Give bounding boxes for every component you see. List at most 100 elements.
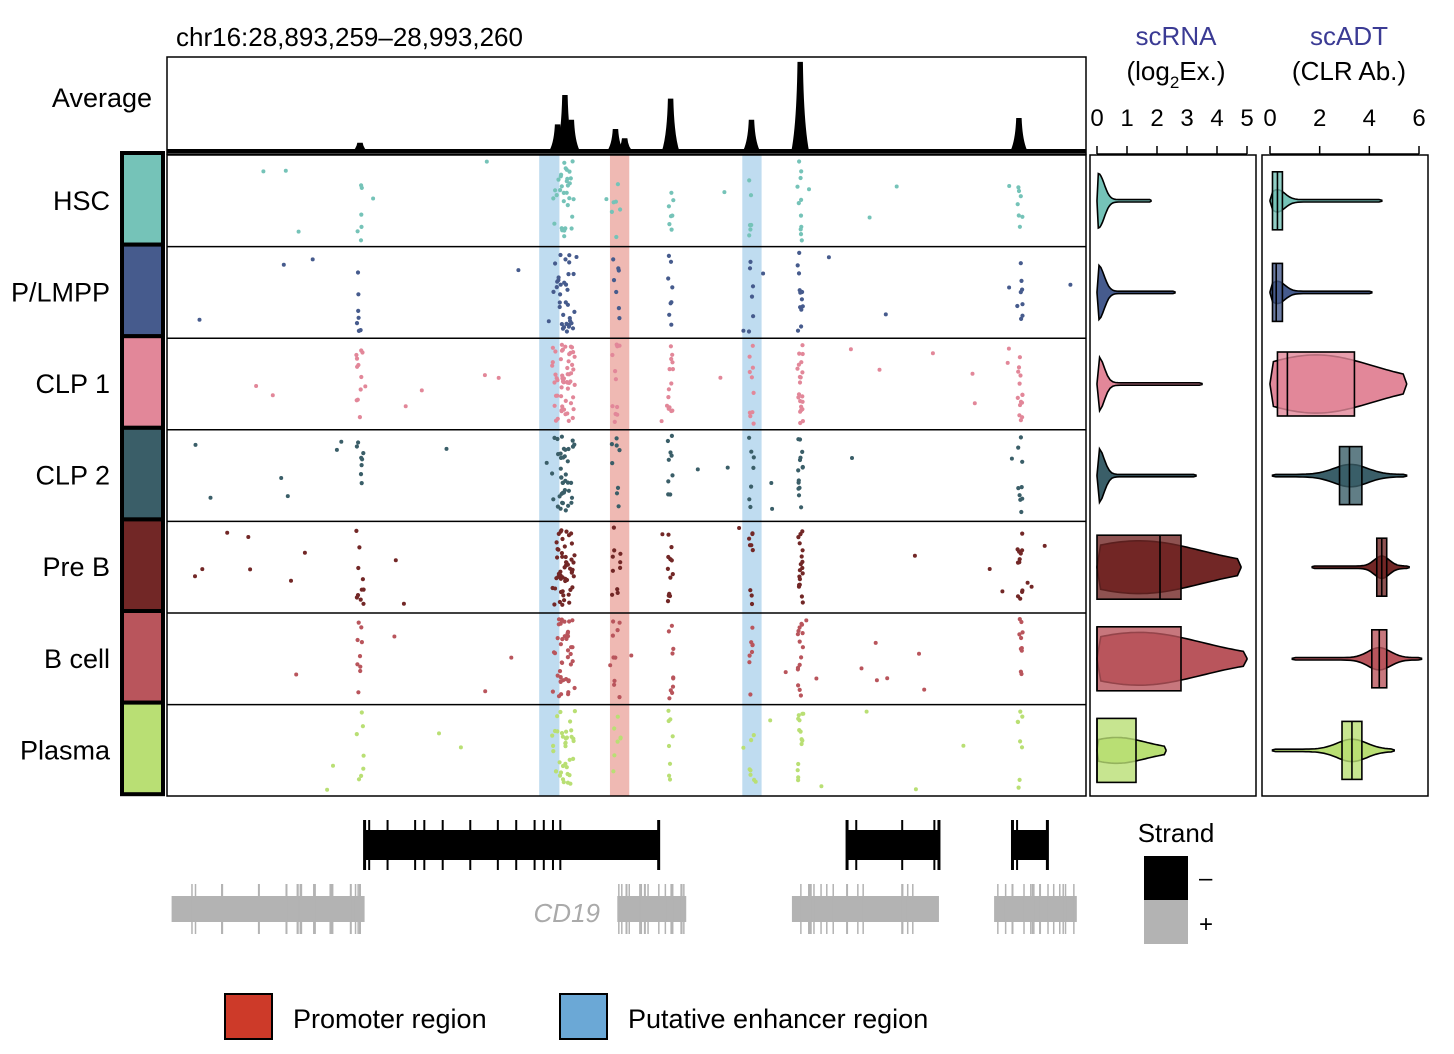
scrna-violin-shape-1 <box>1096 263 1176 322</box>
highlight-enhancer-2 <box>742 155 762 796</box>
dots-row-4 <box>193 525 1047 607</box>
scadt-violins <box>1269 171 1423 781</box>
scrna-violin-1 <box>1096 263 1176 322</box>
dots-row-6 <box>325 708 1025 792</box>
gene-minus-1 <box>845 820 941 870</box>
coverage-peak-7 <box>742 119 761 152</box>
scadt-violin-shape-5 <box>1291 646 1423 671</box>
gene-minus-2 <box>1010 820 1049 870</box>
coverage-peak-0 <box>350 142 369 152</box>
scrna-tick-label-2: 2 <box>1150 105 1163 132</box>
gene-plus-3 <box>994 884 1077 934</box>
cell-type-label-1: P/LMPP <box>11 277 110 307</box>
scadt-tick-label-1: 2 <box>1313 105 1326 132</box>
scrna-violin-5 <box>1096 625 1248 692</box>
scadt-title: scADT <box>1310 21 1388 51</box>
scrna-violin-3 <box>1096 446 1197 505</box>
dots-row-2 <box>254 342 1025 426</box>
gene-plus-0 <box>171 884 365 934</box>
coverage-peak-4 <box>606 129 625 152</box>
scadt-violin-shape-6 <box>1271 738 1395 763</box>
scadt-tick-label-2: 4 <box>1363 105 1376 132</box>
cell-type-label-2: CLP 1 <box>35 369 110 399</box>
scrna-tick-label-4: 4 <box>1210 105 1223 132</box>
cell-type-swatch-3 <box>120 425 165 522</box>
cell-type-label-5: B cell <box>44 644 110 674</box>
coverage-peak-8 <box>791 61 810 153</box>
highlight-enhancer-0 <box>539 155 560 796</box>
scrna-violin-shape-3 <box>1096 446 1197 505</box>
gene-label: CD19 <box>534 898 600 928</box>
coverage-peak-9 <box>1009 117 1028 152</box>
cell-type-label-4: Pre B <box>42 552 110 582</box>
scadt-violin-3 <box>1271 445 1408 506</box>
scadt-violin-4 <box>1311 537 1410 598</box>
scrna-violin-shape-0 <box>1096 172 1152 230</box>
average-label: Average <box>52 83 152 113</box>
strand-minus-swatch <box>1144 856 1188 900</box>
scrna-violin-2 <box>1096 354 1203 414</box>
scadt-box-1 <box>1271 262 1284 323</box>
legend-label-1: Putative enhancer region <box>628 1004 928 1034</box>
scrna-tick-label-0: 0 <box>1090 105 1103 132</box>
scrna-violins <box>1096 172 1248 784</box>
scadt-violin-shape-4 <box>1311 555 1410 580</box>
cell-type-swatch-2 <box>120 334 165 430</box>
dots-row-5 <box>294 617 1025 701</box>
cell-type-swatch-5 <box>120 609 165 705</box>
highlight-regions <box>539 155 762 796</box>
scadt-box-3 <box>1338 445 1363 506</box>
strand-minus-label: – <box>1199 865 1213 892</box>
scrna-box-6 <box>1096 717 1137 784</box>
scadt-box-2 <box>1276 351 1356 417</box>
cell-type-label-3: CLP 2 <box>35 461 110 491</box>
scrna-tick-label-5: 5 <box>1240 105 1253 132</box>
scadt-violin-6 <box>1271 720 1395 781</box>
cell-type-label-6: Plasma <box>20 735 111 765</box>
cell-type-swatch-1 <box>120 242 165 339</box>
cell-type-swatch-0 <box>120 151 165 247</box>
legend-label-0: Promoter region <box>293 1004 487 1034</box>
scadt-axis: 0 2 4 6 <box>1263 105 1426 155</box>
scrna-violin-0 <box>1096 172 1152 230</box>
cell-type-swatch-4 <box>120 517 165 614</box>
scrna-tick-label-1: 1 <box>1120 105 1133 132</box>
gene-minus-0 <box>363 820 661 870</box>
scrna-subtitle: (log2Ex.) <box>1126 56 1225 92</box>
scrna-tick-label-3: 3 <box>1180 105 1193 132</box>
scrna-violin-6 <box>1096 717 1167 784</box>
scadt-violin-5 <box>1291 628 1423 689</box>
gene-plus-2 <box>791 884 939 934</box>
strand-plus-swatch <box>1144 900 1188 944</box>
scadt-violin-0 <box>1269 171 1383 231</box>
gene-track <box>171 820 1077 934</box>
scadt-violin-shape-1 <box>1269 280 1373 305</box>
region-legend: Promoter region Putative enhancer region <box>224 993 928 1040</box>
single-cell-track-frame <box>166 154 1087 797</box>
dots-row-1 <box>197 250 1073 334</box>
scadt-tick-label-3: 6 <box>1412 105 1425 132</box>
cell-type-label-0: HSC <box>53 186 110 216</box>
scadt-violin-1 <box>1269 262 1373 323</box>
region-label: chr16:28,893,259–28,993,260 <box>176 22 523 52</box>
strand-plus-label: + <box>1199 911 1213 938</box>
coverage-peak-5 <box>615 138 634 152</box>
coverage-peak-6 <box>661 98 680 152</box>
legend-swatch-0 <box>224 993 273 1040</box>
gene-plus-1 <box>617 884 687 934</box>
cell-type-swatch-6 <box>120 700 165 797</box>
scrna-violin-4 <box>1096 534 1242 601</box>
legend-swatch-1 <box>559 993 608 1040</box>
scrna-box-5 <box>1096 625 1182 692</box>
scadt-violin-shape-0 <box>1269 188 1383 213</box>
average-track-frame <box>166 56 1087 155</box>
scrna-panel-frame <box>1089 154 1257 797</box>
accessibility-dots <box>193 159 1073 792</box>
average-coverage-track <box>167 61 1086 153</box>
highlight-promoter-1 <box>609 155 630 796</box>
scadt-panel-frame <box>1261 154 1429 797</box>
scadt-subtitle: (CLR Ab.) <box>1292 56 1406 86</box>
cell-type-rows: HSC P/LMPP CLP 1 CLP 2 Pre B B cell Plasma <box>11 151 1086 797</box>
scadt-tick-label-0: 0 <box>1263 105 1276 132</box>
